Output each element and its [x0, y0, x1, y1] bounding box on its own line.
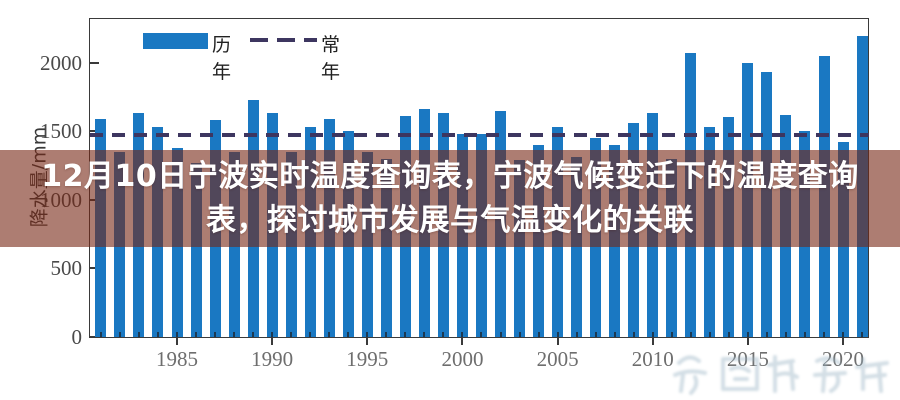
x-axis-minor-tick: [499, 332, 502, 337]
x-axis-minor-tick: [404, 332, 407, 337]
x-tick-label: 1990: [251, 347, 294, 371]
x-axis-tick: [461, 338, 464, 345]
x-axis-minor-tick: [556, 332, 559, 337]
x-axis-minor-tick: [271, 332, 274, 337]
x-axis-minor-tick: [842, 332, 845, 337]
x-axis-minor-tick: [537, 332, 540, 337]
normal-year-line: [90, 133, 869, 138]
x-axis-minor-tick: [176, 332, 178, 337]
x-axis-minor-tick: [214, 332, 217, 337]
x-axis-tick: [556, 338, 559, 345]
x-tick-label: 1985: [156, 347, 198, 371]
x-axis-tick: [746, 338, 749, 345]
x-axis-minor-tick: [708, 332, 711, 337]
x-axis-minor-tick: [632, 332, 635, 337]
y-tick-label: 0: [71, 325, 83, 349]
x-tick-label: 1995: [346, 347, 389, 371]
y-axis-tick: [90, 61, 99, 64]
x-axis-minor-tick: [233, 332, 236, 337]
x-axis-minor-tick: [746, 332, 749, 337]
bar-2006: [571, 157, 583, 337]
x-axis-minor-tick: [328, 332, 331, 337]
x-axis-minor-tick: [594, 332, 597, 337]
x-tick-label: 2010: [631, 347, 674, 371]
y-tick-label: 500: [50, 256, 83, 281]
x-axis-tick: [176, 338, 178, 345]
bar-2003: [514, 159, 526, 337]
y-axis-tick: [90, 130, 99, 133]
x-axis-minor-tick: [347, 332, 350, 337]
x-axis-minor-tick: [765, 332, 768, 337]
y-axis-tick: [90, 267, 99, 270]
x-axis-minor-tick: [689, 332, 692, 337]
x-axis-minor-tick: [366, 332, 369, 337]
x-axis-tick: [651, 338, 654, 345]
bar-1986: [190, 162, 202, 337]
x-axis-minor-tick: [195, 332, 198, 337]
x-axis-minor-tick: [727, 332, 730, 337]
x-axis-minor-tick: [252, 332, 255, 337]
x-axis-minor-tick: [309, 332, 312, 337]
legend-bar-swatch: [143, 33, 208, 49]
x-tick-label: 2020: [822, 347, 865, 371]
x-axis-minor-tick: [861, 332, 864, 337]
x-axis-minor-tick: [651, 332, 654, 337]
watermark: [673, 355, 889, 395]
x-axis-tick: [271, 338, 274, 345]
x-axis-minor-tick: [137, 332, 140, 337]
banner-title-line-2: 表，探讨城市发展与气温变化的关联: [206, 202, 694, 238]
x-axis-minor-tick: [823, 332, 826, 337]
x-axis-minor-tick: [156, 332, 159, 337]
x-axis-minor-tick: [385, 332, 388, 337]
x-axis-minor-tick: [613, 332, 616, 337]
x-axis-minor-tick: [803, 332, 806, 337]
x-tick-label: 2015: [726, 347, 769, 371]
x-axis-minor-tick: [99, 332, 102, 337]
legend-bar-label: 历年: [212, 34, 232, 83]
x-axis-minor-tick: [784, 332, 787, 337]
x-axis-tick: [842, 338, 845, 345]
x-axis-minor-tick: [442, 332, 445, 337]
y-tick-label: 2000: [40, 50, 82, 75]
x-axis-minor-tick: [670, 332, 673, 337]
legend-dashed-line-swatch: [250, 38, 318, 42]
x-tick-label: 2000: [441, 347, 484, 371]
y-axis-tick: [90, 336, 99, 338]
legend-line-label: 常年: [321, 34, 341, 83]
x-axis-tick: [366, 338, 369, 345]
x-axis-minor-tick: [118, 332, 121, 337]
x-axis-minor-tick: [575, 332, 578, 337]
bar-1996: [380, 158, 392, 337]
bar-2011: [666, 158, 678, 337]
x-axis-minor-tick: [423, 332, 426, 337]
title-banner: 12月10日宁波实时温度查询表，宁波气候变迁下的温度查询 表，探讨城市发展与气温…: [0, 150, 900, 247]
x-axis-minor-tick: [290, 332, 293, 337]
x-axis-minor-tick: [518, 332, 521, 337]
x-tick-label: 2005: [536, 347, 579, 371]
x-axis-minor-tick: [480, 332, 483, 337]
x-axis-minor-tick: [461, 332, 464, 337]
y-tick-label: 1500: [40, 119, 82, 144]
banner-title-line-1: 12月10日宁波实时温度查询表，宁波气候变迁下的温度查询: [41, 158, 859, 194]
